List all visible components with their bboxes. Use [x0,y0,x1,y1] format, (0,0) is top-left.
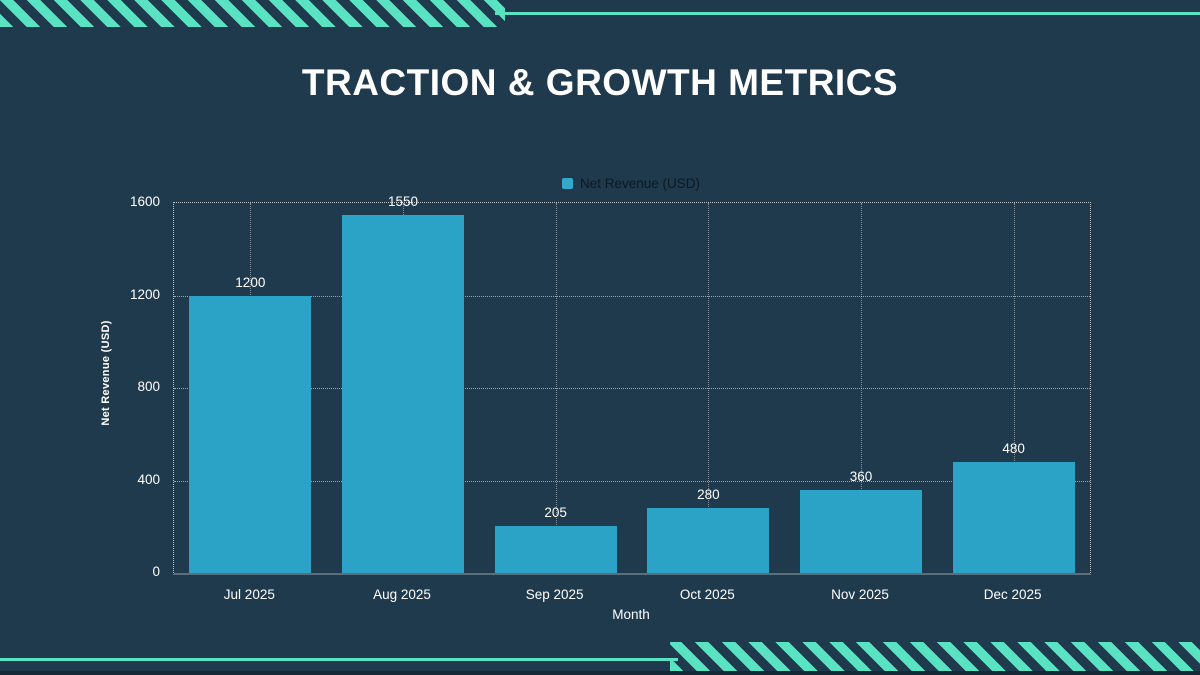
y-axis-title: Net Revenue (USD) [100,320,112,426]
x-tick-label: Oct 2025 [679,587,735,602]
bar-value-label: 205 [544,504,567,520]
y-tick-label: 1600 [129,194,160,209]
horizontal-gridline [174,480,1090,482]
top-accent-line [495,12,1200,15]
bar-value-label: 280 [697,487,720,503]
x-axis-title: Month [612,607,650,622]
x-tick-label: Nov 2025 [831,587,889,602]
legend-swatch-icon [561,177,573,189]
slide-title: TRACTION & GROWTH METRICS [301,62,899,103]
bar-value-label: 1200 [235,274,266,290]
y-tick-label: 800 [137,379,160,394]
x-tick-label: Aug 2025 [373,587,431,602]
bar-value-label: 1550 [387,193,419,209]
bar-aug-2025 [342,214,464,573]
top-stripe-decoration [0,0,505,27]
bar-nov-2025 [800,489,922,573]
bottom-edge-shadow [0,671,1200,675]
vertical-gridline [555,203,557,573]
x-tick-label: Jul 2025 [223,587,275,602]
bar-jul-2025 [189,295,312,573]
bar-sep-2025 [494,525,617,573]
x-tick-label: Sep 2025 [525,587,584,602]
legend-label: Net Revenue (USD) [579,175,701,191]
y-tick-label: 400 [137,471,160,487]
bar-value-label: 480 [1002,441,1025,456]
chart-legend: Net Revenue (USD) [173,174,1089,192]
vertical-gridline [861,203,862,573]
vertical-gridline [1013,203,1015,573]
bar-dec-2025 [952,462,1075,573]
bar-chart-plot-area: 1200 1550 205 280 360 480 [173,194,1091,575]
x-tick-label: Dec 2025 [983,587,1042,602]
y-tick-label: 0 [152,564,160,579]
bar-oct-2025 [647,508,770,573]
horizontal-gridline [174,295,1090,297]
y-tick-label: 1200 [129,286,160,302]
bottom-stripe-decoration [670,642,1200,671]
horizontal-gridline [174,388,1090,389]
bar-value-label: 360 [849,468,873,484]
bottom-accent-line [0,658,678,661]
vertical-gridline [708,203,710,573]
